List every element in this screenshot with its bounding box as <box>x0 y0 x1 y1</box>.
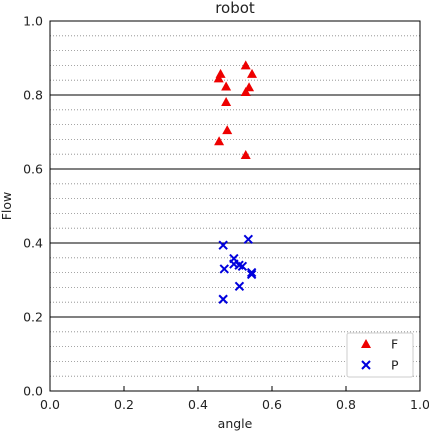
y-tick-label: 0.6 <box>23 162 43 177</box>
data-point-f <box>215 68 226 78</box>
x-tick-label: 1.0 <box>410 397 429 412</box>
data-point-f <box>221 97 232 107</box>
legend-label-p: P <box>391 358 399 373</box>
data-points <box>213 60 258 304</box>
legend-marker-p <box>361 360 371 370</box>
plot-frame <box>49 20 421 392</box>
grid-lines <box>50 35 420 377</box>
data-point-f <box>222 125 233 135</box>
data-point-f <box>240 87 251 97</box>
legend-label-f: F <box>391 337 398 352</box>
x-axis-ticks: 0.0 0.2 0.4 0.6 0.8 1.0 <box>40 386 429 412</box>
x-axis-label: angle <box>218 416 253 431</box>
data-point-f <box>221 81 232 91</box>
x-tick-label: 0.4 <box>188 397 208 412</box>
x-tick-label: 0.8 <box>336 397 356 412</box>
data-point-p <box>246 269 257 280</box>
data-point-p <box>218 294 228 304</box>
legend-box <box>346 332 414 378</box>
y-tick-label: 0.8 <box>23 88 43 103</box>
legend: FP <box>346 332 414 378</box>
y-axis-label: Flow <box>0 192 14 221</box>
data-point-p <box>219 264 229 274</box>
x-tick-label: 0.6 <box>262 397 282 412</box>
data-point-f <box>240 60 251 70</box>
y-tick-label: 0.2 <box>23 310 43 325</box>
data-point-p <box>234 281 245 291</box>
x-tick-label: 0.2 <box>114 397 134 412</box>
y-tick-label: 0.4 <box>23 236 43 251</box>
y-tick-label: 1.0 <box>23 14 43 29</box>
data-point-f <box>247 68 258 78</box>
data-point-p <box>246 267 257 278</box>
data-point-p <box>237 261 248 272</box>
y-tick-label: 0.0 <box>23 384 43 399</box>
data-point-p <box>218 240 228 250</box>
data-point-f <box>214 136 225 146</box>
x-tick-label: 0.0 <box>40 397 60 412</box>
data-point-p <box>243 234 254 245</box>
data-point-f <box>240 149 251 159</box>
chart-title: robot <box>215 0 255 17</box>
y-axis-ticks: 0.0 0.2 0.4 0.6 0.8 1.0 <box>23 14 55 399</box>
legend-marker-f <box>361 339 371 348</box>
